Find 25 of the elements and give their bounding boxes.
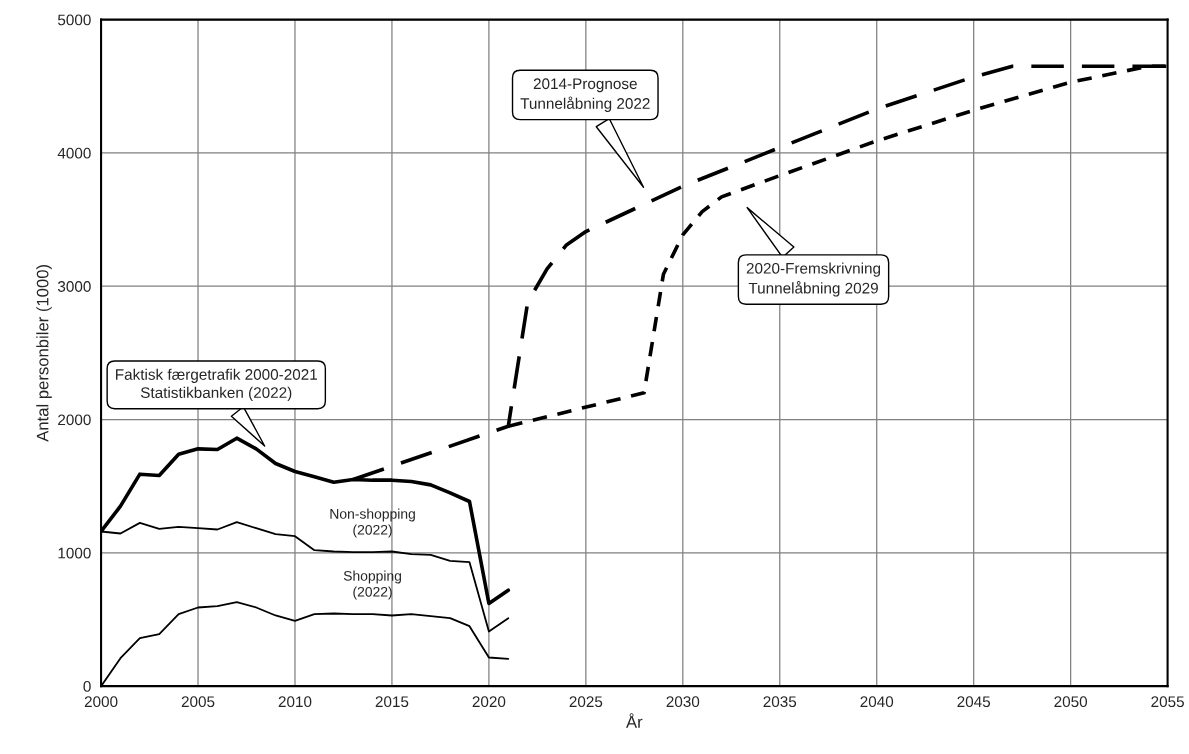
y-tick-label: 5000: [57, 14, 91, 26]
y-tick-label: 4000: [57, 147, 91, 159]
x-tick-label: 2020: [472, 696, 506, 708]
y-tick-label: 0: [83, 681, 91, 692]
annotation: Faktisk færgetrafik 2000-2021 Statistikbanken (2022): [116, 368, 317, 402]
x-tick-label: 2010: [278, 696, 312, 708]
x-tick-label: 2040: [860, 696, 894, 708]
x-tick-label: 2015: [375, 696, 409, 708]
x-axis-title: År: [626, 713, 643, 728]
x-tick-label: 2030: [666, 696, 700, 708]
y-axis-title: Antal personbiler (1000): [36, 264, 52, 442]
annotation: 2020-Fremskrivning Tunnelåbning 2029: [746, 262, 881, 297]
x-tick-label: 2045: [957, 696, 991, 708]
x-tick-label: 2025: [569, 696, 603, 708]
y-tick-label: 2000: [58, 414, 91, 426]
series-label: Non-shopping (2022): [330, 508, 415, 538]
y-tick-label: 1000: [58, 547, 91, 559]
annotation: 2014-Prognose Tunnelåbning 2022: [520, 78, 650, 112]
x-tick-label: 2050: [1054, 696, 1088, 708]
series-label: Shopping (2022): [343, 570, 401, 600]
y-tick-label: 3000: [57, 281, 91, 292]
x-tick-label: 2055: [1151, 696, 1184, 708]
x-tick-label: 2000: [84, 696, 118, 708]
x-tick-label: 2005: [181, 696, 215, 708]
x-tick-label: 2035: [763, 696, 797, 708]
